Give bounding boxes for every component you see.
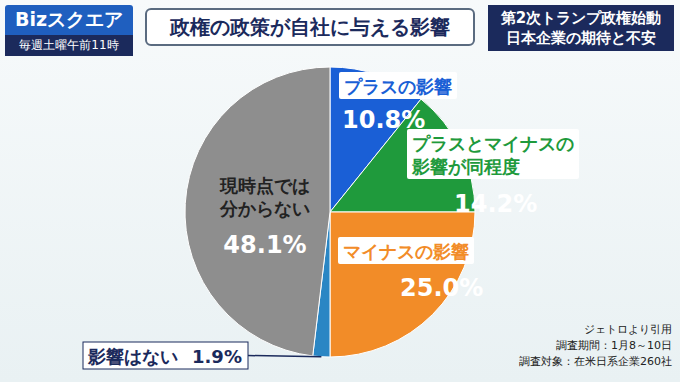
- svg-text:影響はない: 影響はない: [87, 346, 178, 367]
- svg-text:プラスとマイナスの: プラスとマイナスの: [412, 133, 574, 154]
- svg-text:1.9%: 1.9%: [192, 346, 242, 367]
- html-text:Bizスクエア: Bizスクエア: [15, 8, 123, 30]
- svg-text:マイナスの影響: マイナスの影響: [343, 241, 469, 262]
- html-text:調査期間：1月8～10日: 調査期間：1月8～10日: [556, 339, 672, 352]
- svg-text:影響が同程度: 影響が同程度: [411, 156, 520, 177]
- html-text:毎週土曜午前11時: 毎週土曜午前11時: [19, 38, 119, 52]
- svg-text:プラスの影響: プラスの影響: [344, 76, 452, 97]
- html-text:政権の政策が自社に与える影響: 政権の政策が自社に与える影響: [170, 14, 450, 39]
- html-text:第2次トランプ政権始動: 第2次トランプ政権始動: [500, 9, 662, 27]
- svg-text:分からない: 分からない: [219, 198, 310, 219]
- svg-text:10.8%: 10.8%: [342, 106, 426, 134]
- html-text:日本企業の期待と不安: 日本企業の期待と不安: [506, 29, 656, 47]
- svg-text:14.2%: 14.2%: [454, 190, 537, 218]
- svg-text:現時点では: 現時点では: [219, 175, 310, 196]
- svg-text:25.0%: 25.0%: [400, 274, 483, 302]
- svg-text:48.1%: 48.1%: [223, 231, 306, 259]
- html-text:ジェトロより引用: ジェトロより引用: [584, 323, 672, 336]
- html-text:調査対象：在米日系企業260社: 調査対象：在米日系企業260社: [519, 355, 672, 368]
